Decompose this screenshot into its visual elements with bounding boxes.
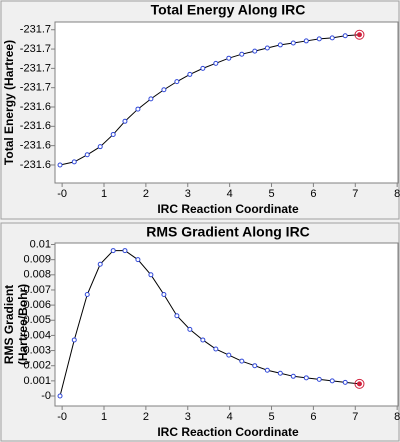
point — [303, 38, 309, 44]
point — [161, 292, 167, 298]
point — [252, 363, 258, 369]
y-tick-label: 0.004 — [23, 329, 51, 341]
y-tick-label: -231.7 — [20, 43, 51, 55]
point — [122, 118, 128, 124]
point — [110, 248, 116, 254]
y-axis-label: Total Energy (Hartree) — [2, 40, 16, 165]
y-tick-label: -231.6 — [20, 120, 51, 132]
point — [122, 248, 128, 254]
y-tick-label: 0.001 — [23, 375, 51, 387]
y-tick-label: -231.7 — [20, 62, 51, 74]
plot-area — [54, 242, 399, 407]
point — [148, 272, 154, 278]
point — [135, 257, 141, 263]
y-tick-label: -231.7 — [20, 82, 51, 94]
y-tick-label: 0.008 — [23, 269, 51, 281]
point — [110, 131, 116, 137]
x-tick-label: -0 — [57, 188, 67, 200]
point — [303, 375, 309, 381]
point — [213, 346, 219, 352]
point — [356, 32, 362, 38]
x-axis-label: IRC Reaction Coordinate — [157, 425, 299, 439]
x-tick-label: 1 — [101, 411, 107, 423]
y-tick-label: 0.007 — [23, 284, 51, 296]
point — [264, 367, 270, 373]
plot-area — [54, 21, 399, 184]
point — [187, 71, 193, 77]
y-tick-label: -231.6 — [20, 159, 51, 171]
x-tick-label: 6 — [310, 188, 316, 200]
y-tick-label: -231.7 — [20, 24, 51, 36]
x-tick-label: 4 — [227, 188, 233, 200]
x-tick-label: 7 — [352, 411, 358, 423]
y-axis-label: RMS Gradient — [2, 285, 16, 364]
point — [200, 337, 206, 343]
point — [342, 33, 348, 39]
y-tick-label: 0.009 — [23, 254, 51, 266]
point — [97, 144, 103, 150]
x-tick-label: 3 — [185, 411, 191, 423]
point — [356, 381, 362, 387]
point — [239, 51, 245, 57]
point — [187, 326, 193, 332]
x-tick-label: 8 — [394, 411, 400, 423]
x-tick-label: 5 — [268, 411, 274, 423]
x-tick-label: 7 — [352, 188, 358, 200]
chart-title: RMS Gradient Along IRC — [146, 224, 310, 240]
y-tick-label: 0.005 — [23, 314, 51, 326]
point — [226, 352, 232, 358]
x-tick-label: 3 — [185, 188, 191, 200]
x-tick-label: 4 — [227, 411, 233, 423]
highlight-ring — [354, 378, 365, 389]
point — [174, 79, 180, 85]
point — [161, 87, 167, 93]
point — [200, 65, 206, 71]
point — [174, 313, 180, 319]
point — [135, 106, 141, 112]
x-tick-label: 1 — [101, 188, 107, 200]
point — [252, 48, 258, 54]
x-tick-label: 2 — [143, 188, 149, 200]
point — [316, 36, 322, 42]
highlight-ring — [354, 29, 365, 40]
point — [329, 378, 335, 384]
x-tick-label: 5 — [268, 188, 274, 200]
point — [213, 60, 219, 66]
point — [342, 379, 348, 385]
point — [264, 45, 270, 51]
y-tick-label: 0.01 — [30, 238, 51, 250]
point — [329, 35, 335, 41]
y-tick-label: -231.6 — [20, 140, 51, 152]
y-tick-label: 0.006 — [23, 299, 51, 311]
point — [277, 42, 283, 48]
x-axis-label: IRC Reaction Coordinate — [157, 202, 299, 216]
point — [148, 96, 154, 102]
point — [57, 393, 63, 399]
x-tick-label: 2 — [143, 411, 149, 423]
y-tick-label: -0 — [41, 390, 51, 402]
y-axis-label: (Hartree/Bohr) — [16, 284, 30, 365]
point — [71, 337, 77, 343]
y-tick-label: 0.002 — [23, 360, 51, 372]
chart-title: Total Energy Along IRC — [151, 2, 306, 18]
y-tick-label: 0.003 — [23, 344, 51, 356]
x-tick-label: -0 — [57, 411, 67, 423]
point — [71, 159, 77, 165]
point — [277, 370, 283, 376]
point — [290, 373, 296, 379]
point — [290, 40, 296, 46]
point — [316, 376, 322, 382]
x-tick-label: 6 — [310, 411, 316, 423]
point — [239, 358, 245, 364]
point — [84, 152, 90, 158]
y-tick-label: -231.6 — [20, 101, 51, 113]
point — [226, 55, 232, 61]
point — [97, 261, 103, 267]
point — [57, 162, 63, 168]
x-tick-label: 8 — [394, 188, 400, 200]
point — [84, 292, 90, 298]
